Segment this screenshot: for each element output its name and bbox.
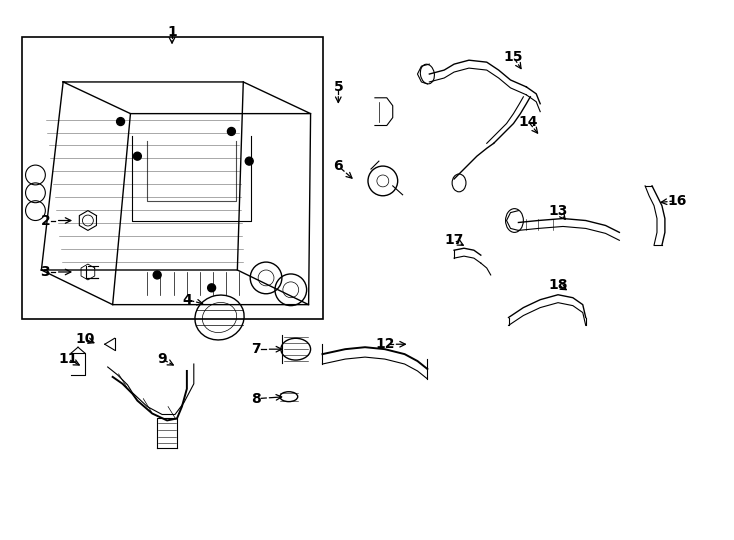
Text: 3: 3	[40, 265, 50, 279]
Circle shape	[153, 271, 161, 279]
Text: 17: 17	[444, 233, 464, 247]
Text: 10: 10	[76, 332, 95, 346]
Circle shape	[245, 157, 253, 165]
Circle shape	[134, 152, 142, 160]
Text: 13: 13	[548, 204, 567, 218]
Bar	[21, 37, 324, 320]
Circle shape	[208, 284, 216, 292]
Text: 7: 7	[251, 342, 261, 356]
Circle shape	[228, 127, 236, 136]
Text: 18: 18	[548, 278, 568, 292]
Text: 8: 8	[251, 392, 261, 406]
Text: 15: 15	[504, 50, 523, 64]
Text: 9: 9	[157, 352, 167, 366]
Text: 16: 16	[667, 194, 686, 208]
Circle shape	[117, 118, 125, 125]
Text: 1: 1	[167, 25, 177, 39]
Text: 11: 11	[59, 352, 78, 366]
Text: 6: 6	[333, 159, 343, 173]
Text: 12: 12	[375, 337, 395, 351]
Text: 4: 4	[182, 293, 192, 307]
Text: 2: 2	[40, 213, 50, 227]
Text: 14: 14	[519, 114, 538, 129]
Text: 5: 5	[333, 80, 344, 94]
